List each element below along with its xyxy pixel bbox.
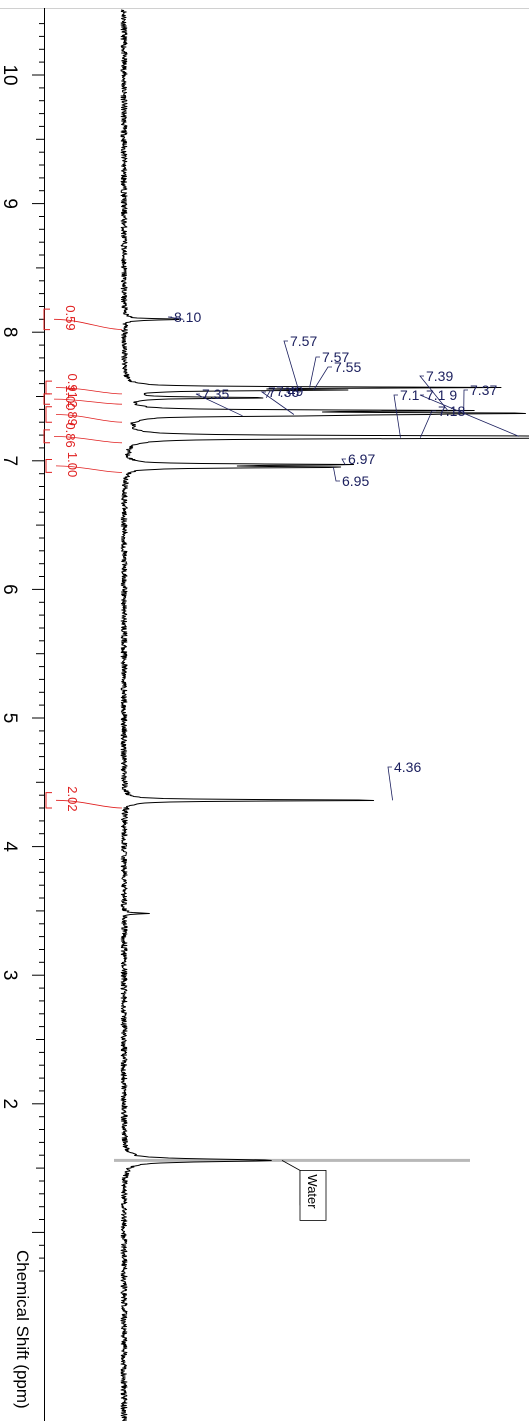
peak-leader-line [463, 389, 468, 414]
water-annotation-label: Water [305, 1174, 320, 1209]
peak-leader-line [333, 467, 340, 482]
peak-label: 7.37 [470, 382, 497, 398]
annotation-label-group: Water [305, 1174, 320, 1209]
integral-curve [55, 465, 123, 473]
spectrum-trace [120, 9, 529, 1421]
integral-curve [53, 436, 123, 444]
integral-label-group: 0.91 [65, 374, 80, 399]
tick-label: 2 [0, 1099, 20, 1110]
integral-bracket [43, 429, 50, 444]
integral-label: 2.02 [65, 786, 80, 811]
peak-leader-line [283, 340, 299, 388]
tick-label: 7 [0, 456, 20, 467]
integral-curve [55, 799, 123, 809]
integral-label-group: 2.89 [65, 401, 80, 426]
peak-leader-line [195, 393, 243, 417]
tick-label-group: 3 [0, 970, 20, 981]
tick-label-group: 2 [0, 1099, 20, 1110]
peak-label: 7.18 [438, 403, 465, 419]
integral-label: 0.91 [65, 374, 80, 399]
integral-label: 2.89 [65, 401, 80, 426]
integral-curve [53, 318, 123, 330]
peak-label: 6.95 [342, 473, 369, 489]
peak-leader-line [419, 394, 520, 437]
peak-leader-line [309, 356, 320, 388]
peak-label: 8.10 [174, 309, 201, 325]
integral-regions: 0.590.911.002.890.861.002.02 [43, 305, 123, 812]
x-axis-title-group: Chemical Shift (ppm) [13, 1250, 32, 1409]
x-axis-tick-labels: 10 9 8 7 6 5 4 3 2 [0, 64, 20, 1109]
peak-label: 7.1 [400, 387, 420, 403]
tick-label: 9 [0, 198, 20, 209]
integral-bracket [45, 380, 52, 395]
x-axis-ticks [32, 23, 44, 1272]
tick-label-group: 4 [0, 841, 20, 852]
tick-label-group: 5 [0, 713, 20, 724]
peak-leader-line [260, 391, 295, 415]
solvent-region-band [114, 1158, 470, 1162]
integral-label: 0.59 [63, 305, 78, 330]
peak-label: 7.35 [202, 386, 229, 402]
integral-bracket [45, 792, 52, 809]
peak-leader-line [393, 394, 401, 438]
peak-leader-line [167, 316, 184, 320]
integral-label-group: 1.00 [65, 452, 80, 477]
x-axis-title: Chemical Shift (ppm) [13, 1250, 32, 1409]
tick-label: 6 [0, 584, 20, 595]
peak-leader-line [387, 766, 393, 801]
tick-label-group: 6 [0, 584, 20, 595]
peak-label: 7.39 [426, 368, 453, 384]
integral-bracket [45, 406, 52, 423]
integral-curve [55, 414, 123, 423]
integral-bracket [43, 308, 50, 331]
peak-leader-line [313, 366, 332, 391]
tick-label-group: 9 [0, 198, 20, 209]
peak-label: 7.57 [290, 333, 317, 349]
integral-label: 1.00 [65, 452, 80, 477]
tick-label-group: 7 [0, 456, 20, 467]
annotation-box [299, 1170, 327, 1221]
integral-bracket [45, 459, 52, 473]
integral-label-group: 2.02 [65, 786, 80, 811]
integral-label-group: 1.00 [63, 385, 78, 410]
peak-leader-line [341, 458, 346, 465]
peak-label: 7.55 [334, 359, 361, 375]
annotation-leader [281, 1160, 301, 1206]
integral-label-group: 0.86 [63, 422, 78, 447]
integral-curve [55, 387, 123, 395]
tick-label: 5 [0, 713, 20, 724]
tick-label: 3 [0, 970, 20, 981]
integral-label: 0.86 [63, 422, 78, 447]
tick-label-group: 8 [0, 327, 20, 338]
peak-label: 6.97 [348, 451, 375, 467]
peak-leader-line [419, 410, 436, 438]
integral-label: 1.00 [63, 385, 78, 410]
peak-label: 7 .36 [268, 384, 299, 400]
peak-leader-line [419, 375, 449, 411]
integral-curve [53, 398, 123, 405]
peak-label: 7.1 9 [426, 387, 457, 403]
annotations: Water [114, 1158, 470, 1221]
integral-label-group: 0.59 [63, 305, 78, 330]
tick-label: 4 [0, 841, 20, 852]
peak-label: 7.49 [276, 383, 303, 399]
tick-label: 10 [0, 64, 20, 85]
peak-labels: 8.107.577.577.557.497.397.377 .367.35 7.1… [167, 309, 520, 801]
peak-label: 4.36 [394, 759, 421, 775]
integral-bracket [43, 393, 50, 405]
tick-label-group: 10 [0, 64, 20, 85]
tick-label: 8 [0, 327, 20, 338]
peak-label: 7.57 [322, 349, 349, 365]
